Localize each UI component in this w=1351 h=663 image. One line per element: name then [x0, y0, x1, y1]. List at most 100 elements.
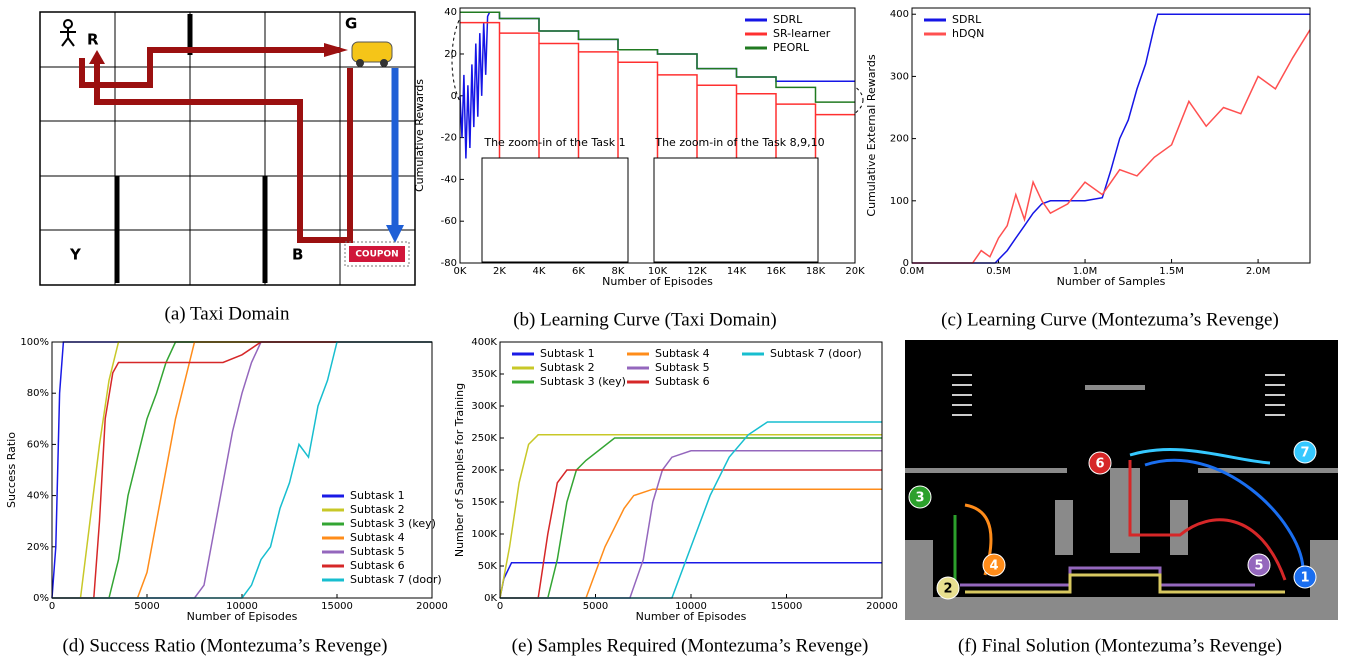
- arrow-head: [89, 50, 105, 64]
- series-line: [912, 13, 1310, 264]
- series-line: [500, 437, 882, 599]
- series-line: [460, 11, 855, 103]
- y-tick-label: 100: [890, 196, 909, 207]
- y-tick-label: 350K: [471, 369, 497, 380]
- taxi-icon: [351, 41, 393, 67]
- marker-label: 6: [1095, 457, 1104, 472]
- legend-label: Subtask 7 (door): [770, 347, 862, 360]
- taxi-domain: R G Y B COUPON: [39, 11, 416, 286]
- x-tick-label: 2K: [493, 266, 506, 277]
- series-line: [912, 29, 1311, 264]
- caption: (a) Taxi Domain: [165, 303, 290, 324]
- x-tick-label: 20000: [416, 601, 448, 612]
- y-tick-label: 0: [903, 258, 909, 269]
- series-line: [52, 341, 432, 599]
- legend-label: Subtask 1: [350, 489, 405, 502]
- legend-label: Subtask 3 (key): [540, 375, 626, 388]
- x-tick-label: 10000: [675, 601, 707, 612]
- y-tick-label: 400: [890, 9, 909, 20]
- coupon-frame: [344, 241, 410, 267]
- y-tick-label: 60%: [27, 439, 49, 450]
- route: [94, 57, 353, 243]
- y-tick-label: -80: [441, 258, 457, 269]
- x-axis-label: Number of Episodes: [636, 610, 747, 623]
- game-screenshot: 1 2 3 4 5 6 7: [905, 340, 1338, 620]
- x-tick-label: 10000: [226, 601, 258, 612]
- y-tick-label: 50K: [478, 561, 498, 572]
- legend-label: Subtask 1: [540, 347, 595, 360]
- arrow-head: [386, 225, 404, 243]
- y-tick-label: 300K: [471, 401, 497, 412]
- y-tick-label: 200: [890, 134, 909, 145]
- x-tick-label: 0: [497, 601, 503, 612]
- x-tick-label: 18K: [806, 266, 826, 277]
- captions: (a) Taxi Domain (b) Learning Curve (Taxi…: [62, 303, 1282, 656]
- series-line: [500, 450, 882, 599]
- caption: (f) Final Solution (Montezuma’s Revenge): [958, 635, 1282, 656]
- legend-label: Subtask 6: [655, 375, 710, 388]
- y-tick-label: 0: [451, 91, 457, 102]
- x-tick-label: 8K: [612, 266, 625, 277]
- y-tick-label: 80%: [27, 388, 49, 399]
- legend-label: SDRL: [773, 13, 803, 26]
- series-line: [500, 421, 882, 599]
- y-tick-label: 0K: [484, 593, 497, 604]
- x-tick-label: 2.0M: [1246, 266, 1271, 277]
- x-tick-label: 15000: [771, 601, 803, 612]
- marker-label: 2: [943, 582, 952, 597]
- marker-label: 3: [915, 491, 924, 506]
- y-tick-label: -40: [441, 174, 457, 185]
- caption: (d) Success Ratio (Montezuma’s Revenge): [62, 635, 387, 656]
- x-tick-label: 0.0M: [900, 266, 925, 277]
- caption: (c) Learning Curve (Montezuma’s Revenge): [941, 309, 1279, 330]
- y-tick-label: 40: [444, 7, 457, 18]
- location-label: G: [345, 15, 357, 33]
- x-tick-label: 0.5M: [986, 266, 1011, 277]
- x-tick-label: 20000: [866, 601, 898, 612]
- y-tick-label: 40%: [27, 491, 49, 502]
- legend-label: Subtask 4: [655, 347, 710, 360]
- y-tick-label: 400K: [471, 337, 497, 348]
- caption: (e) Samples Required (Montezuma’s Reveng…: [512, 635, 869, 656]
- legend-label: Subtask 4: [350, 531, 405, 544]
- inset: [653, 157, 819, 263]
- legend-label: Subtask 2: [350, 503, 405, 516]
- arrow-head: [324, 43, 348, 57]
- marker-label: 1: [1300, 571, 1309, 586]
- y-axis-label: Success Ratio: [5, 432, 18, 508]
- series-line: [52, 341, 432, 599]
- y-axis-label: Cumulative Rewards: [413, 79, 426, 192]
- plot-frame: [459, 7, 856, 264]
- y-axis-label: Cumulative External Rewards: [865, 54, 878, 216]
- x-tick-label: 10K: [648, 266, 668, 277]
- x-tick-label: 0K: [454, 266, 467, 277]
- legend-label: Subtask 5: [350, 545, 405, 558]
- series-line: [52, 341, 432, 599]
- legend-label: Subtask 2: [540, 361, 595, 374]
- y-tick-label: -60: [441, 216, 457, 227]
- x-tick-label: 4K: [533, 266, 546, 277]
- y-tick-label: 200K: [471, 465, 497, 476]
- inset: [481, 157, 629, 263]
- person-icon: [60, 19, 76, 47]
- x-axis-label: Number of Samples: [1057, 275, 1166, 288]
- x-tick-label: 20K: [845, 266, 865, 277]
- x-tick-label: 16K: [766, 266, 786, 277]
- marker-label: 5: [1254, 559, 1263, 574]
- y-axis-label: Number of Samples for Training: [453, 383, 466, 557]
- location-label: R: [87, 31, 99, 49]
- series-line: [499, 434, 882, 599]
- x-axis-label: Number of Episodes: [602, 275, 713, 288]
- legend-label: PEORL: [773, 41, 810, 54]
- series-line: [52, 341, 432, 599]
- series-line: [500, 488, 882, 599]
- legend-label: SR-learner: [773, 27, 831, 40]
- legend-label: hDQN: [952, 27, 984, 40]
- marker-label: 7: [1300, 446, 1309, 461]
- x-tick-label: 14K: [727, 266, 747, 277]
- y-tick-label: 0%: [33, 593, 49, 604]
- platforms: [905, 385, 1338, 620]
- coupon-label: COUPON: [355, 250, 398, 260]
